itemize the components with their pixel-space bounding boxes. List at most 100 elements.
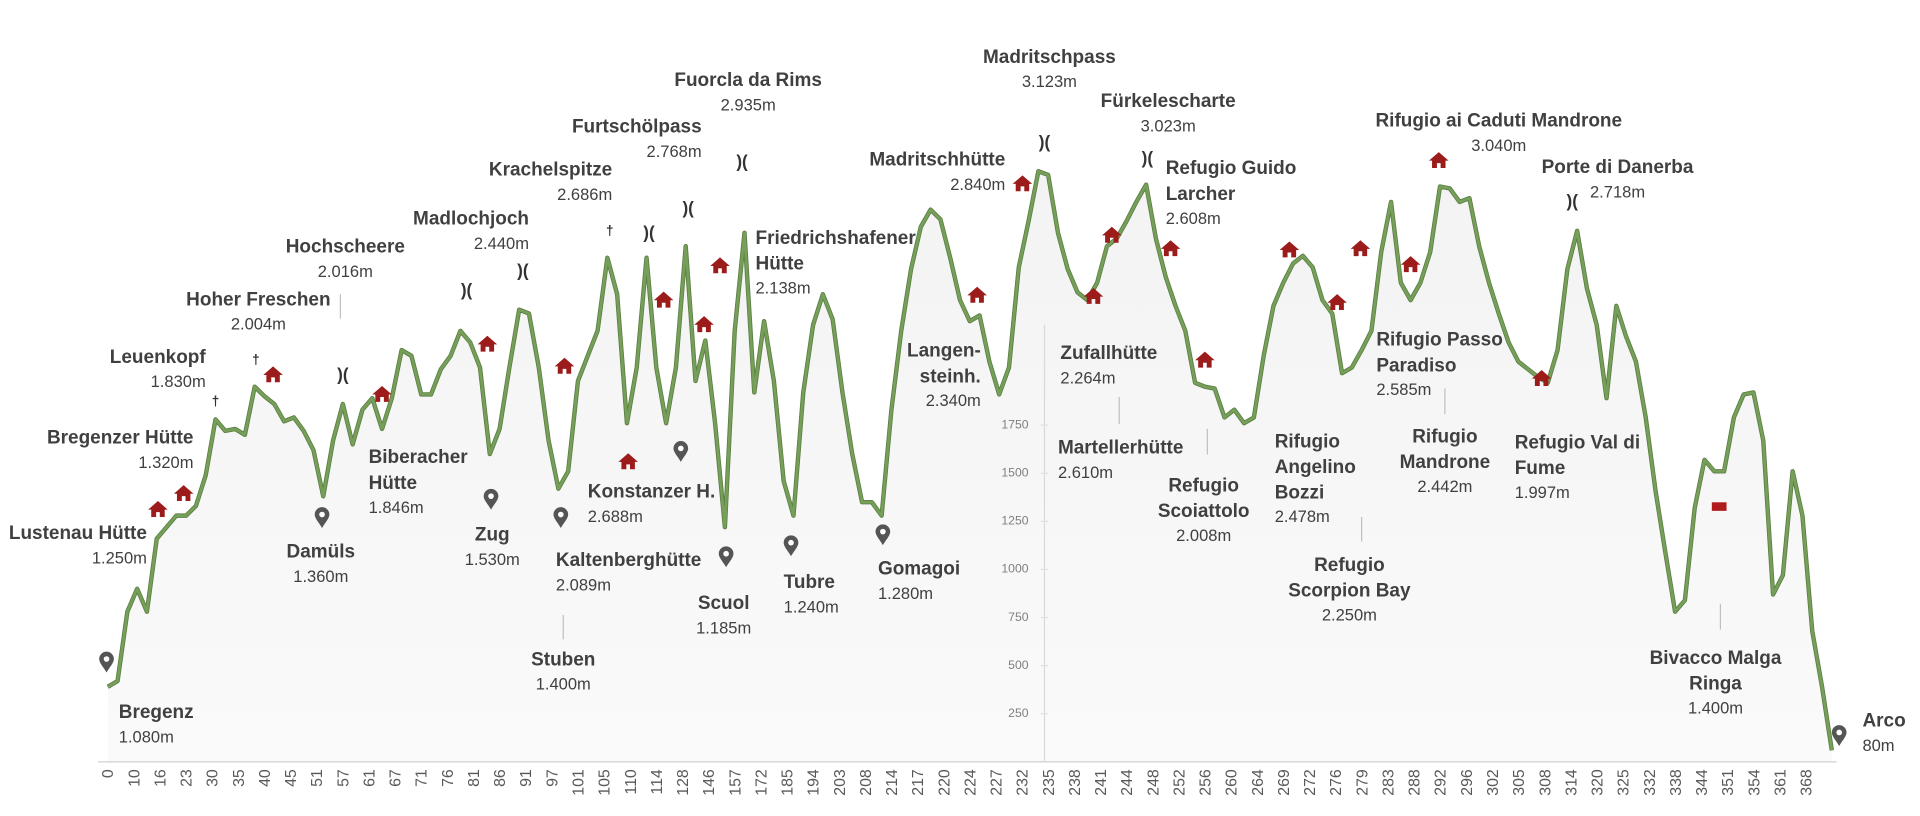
place-elevation: 2.340m [926,391,981,410]
place-name: Bivacco Malga [1650,648,1782,669]
place-elevation: 3.023m [1141,116,1196,135]
hut-icon [148,501,168,517]
place-name: Bregenzer Hütte [47,428,194,449]
x-tick-label: 276 [1328,769,1345,796]
pass-symbol: )( [461,280,473,300]
place-elevation: 1.080m [119,727,174,746]
x-tick-label: 110 [623,769,640,795]
place-name: Refugio Guido [1166,158,1297,179]
x-tick-label: 203 [832,769,849,796]
hut-icon [554,357,575,374]
place-elevation: 2.610m [1058,463,1113,482]
hut-icon [710,257,730,274]
place-name: Fuorcla da Rims [674,70,822,91]
place-name: Madritschpass [983,47,1116,68]
pin-hole [488,493,494,499]
x-tick-label: 252 [1171,769,1188,796]
hut-icon [1428,152,1449,168]
area-layer [107,171,1832,762]
place-elevation: 2.688m [588,507,643,526]
x-tick-label: 71 [414,769,431,787]
x-tick-label: 146 [701,769,718,796]
pin-icon [314,507,330,528]
hut-icon [173,485,194,502]
summit-cross: † [252,352,259,367]
place-name: Hoher Freschen [186,289,330,310]
place-elevation: 1.530m [465,550,520,569]
pass-symbol: )( [1039,132,1051,152]
place-elevation: 2.585m [1376,380,1431,399]
y-tick-label: 500 [1008,658,1029,672]
x-tick-label: 314 [1563,769,1580,796]
x-tick-label: 45 [283,769,300,787]
x-tick-label: 244 [1119,769,1136,796]
x-tick-label: 241 [1093,769,1110,796]
x-tick-label: 157 [727,769,744,796]
place-name: Scoiattolo [1158,501,1250,522]
pin-hole [788,539,794,546]
pin-icon [875,524,891,546]
place-name: Scuol [698,593,750,614]
x-tick-label: 320 [1590,769,1607,796]
place-elevation: 2.016m [318,262,373,281]
hut-icon [1531,370,1552,386]
leader-lines [339,294,1722,640]
x-tick-label: 214 [884,769,901,796]
x-tick-label: 232 [1015,769,1032,796]
place-elevation: 2.089m [556,576,611,595]
x-tick-label: 30 [205,769,222,787]
place-name: steinh. [920,366,981,387]
place-name: Porte di Danerba [1542,157,1694,178]
x-tick-label: 292 [1433,769,1450,796]
place-elevation: 1.360m [293,567,348,586]
x-tick-label: 305 [1511,769,1528,796]
profile-area [107,171,1832,762]
place-name: Mandrone [1400,452,1491,473]
x-tick-label: 344 [1694,769,1711,796]
x-tick-label: 35 [231,769,248,787]
place-name: Furtschölpass [572,117,702,138]
y-tick-label: 250 [1008,706,1029,720]
x-tick-label: 302 [1485,769,1502,796]
place-name: Madlochjoch [413,208,529,229]
place-name: Tubre [784,572,835,593]
x-tick-label: 172 [753,769,770,796]
x-tick-label: 76 [440,769,457,787]
place-name: Gomagoi [878,559,960,580]
x-tick-label: 368 [1799,769,1816,796]
x-tick-label: 361 [1772,769,1789,796]
pass-symbol: )( [736,152,748,172]
x-tick-label: 16 [152,769,169,787]
place-name: Larcher [1166,184,1236,205]
place-name: Rifugio [1275,431,1340,452]
x-tick-label: 256 [1198,769,1215,796]
place-name: Hütte [756,254,804,275]
pin-hole [678,445,684,452]
x-tick-label: 51 [309,769,326,787]
place-name: Damüls [287,542,356,563]
x-tick-label: 208 [858,769,875,796]
x-tick-label: 332 [1642,769,1659,796]
x-tick-label: 101 [570,769,587,796]
y-tick-label: 1000 [1001,562,1028,576]
place-name: Scorpion Bay [1288,581,1411,602]
x-tick-label: 86 [492,769,509,787]
hut-icon [1327,294,1347,311]
pin-hole [103,656,110,662]
pass-symbol: )( [517,261,529,281]
hut-icon [263,366,283,383]
place-elevation: 2.935m [721,96,776,115]
summit-cross: † [212,393,219,408]
place-name: Rifugio ai Caduti Mandrone [1375,110,1622,131]
place-name: Arco [1862,710,1905,731]
y-tick-label: 750 [1008,610,1029,624]
place-name: Rifugio [1412,426,1477,447]
place-name: Bozzi [1275,483,1325,504]
x-tick-label: 81 [466,769,483,787]
place-name: Zufallhütte [1060,343,1157,364]
place-name: Bregenz [119,702,194,723]
place-elevation: 2.768m [647,142,702,161]
place-elevation: 2.004m [231,315,286,334]
hut-icon [1350,240,1371,257]
x-tick-label: 105 [597,769,614,796]
